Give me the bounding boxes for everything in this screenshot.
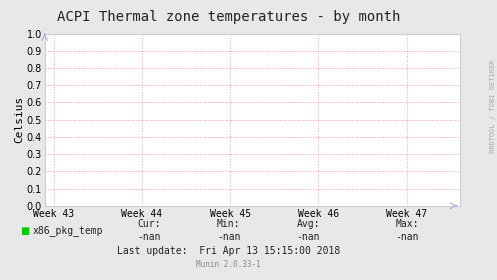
Text: ACPI Thermal zone temperatures - by month: ACPI Thermal zone temperatures - by mont… <box>57 10 400 24</box>
Text: -nan: -nan <box>137 232 161 242</box>
Text: x86_pkg_temp: x86_pkg_temp <box>32 226 103 236</box>
Text: -nan: -nan <box>217 232 241 242</box>
Text: Last update:  Fri Apr 13 15:15:00 2018: Last update: Fri Apr 13 15:15:00 2018 <box>117 246 340 256</box>
Y-axis label: Celsius: Celsius <box>14 96 24 143</box>
Text: Cur:: Cur: <box>137 219 161 229</box>
Text: ■: ■ <box>20 226 29 236</box>
Text: -nan: -nan <box>296 232 320 242</box>
Text: Max:: Max: <box>396 219 419 229</box>
Text: -nan: -nan <box>396 232 419 242</box>
Text: RRDTOOL / TOBI OETIKER: RRDTOOL / TOBI OETIKER <box>490 60 496 153</box>
Text: Avg:: Avg: <box>296 219 320 229</box>
Text: Munin 2.0.33-1: Munin 2.0.33-1 <box>196 260 261 269</box>
Text: Min:: Min: <box>217 219 241 229</box>
